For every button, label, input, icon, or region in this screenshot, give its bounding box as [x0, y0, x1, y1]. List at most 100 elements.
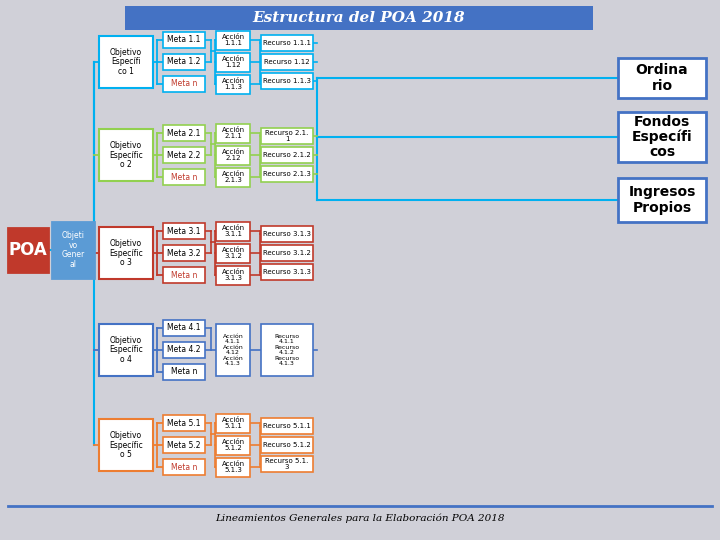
Text: Acción
3.1.1: Acción 3.1.1 — [222, 225, 245, 237]
FancyBboxPatch shape — [261, 54, 313, 70]
Text: Acción
5.1.2: Acción 5.1.2 — [222, 438, 245, 451]
FancyBboxPatch shape — [163, 342, 205, 358]
FancyBboxPatch shape — [261, 35, 313, 51]
Text: Acción
3.1.3: Acción 3.1.3 — [222, 269, 245, 281]
Text: Meta 4.1: Meta 4.1 — [167, 323, 201, 333]
FancyBboxPatch shape — [261, 226, 313, 242]
FancyBboxPatch shape — [261, 418, 313, 434]
FancyBboxPatch shape — [163, 437, 205, 453]
FancyBboxPatch shape — [261, 166, 313, 182]
FancyBboxPatch shape — [216, 244, 250, 262]
FancyBboxPatch shape — [163, 169, 205, 185]
Text: Meta n: Meta n — [171, 172, 197, 181]
Text: Objetivo
Específic
o 5: Objetivo Específic o 5 — [109, 431, 143, 459]
Text: Objeti
vo
Gener
al: Objeti vo Gener al — [61, 231, 85, 269]
Text: Recurso 5.1.1: Recurso 5.1.1 — [263, 423, 311, 429]
Text: Recurso 1.12: Recurso 1.12 — [264, 59, 310, 65]
FancyBboxPatch shape — [216, 124, 250, 143]
Text: Ingresos
Propios: Ingresos Propios — [629, 185, 696, 214]
FancyBboxPatch shape — [99, 129, 153, 181]
Text: Meta n: Meta n — [171, 79, 197, 89]
Text: Meta n: Meta n — [171, 368, 197, 376]
FancyBboxPatch shape — [261, 73, 313, 89]
FancyBboxPatch shape — [261, 264, 313, 280]
FancyBboxPatch shape — [125, 6, 593, 30]
Text: Recurso 1.1.1: Recurso 1.1.1 — [263, 40, 311, 46]
Text: Recurso 3.1.3: Recurso 3.1.3 — [263, 269, 311, 275]
FancyBboxPatch shape — [99, 36, 153, 88]
Text: Estructura del POA 2018: Estructura del POA 2018 — [253, 11, 465, 25]
Text: Meta 5.2: Meta 5.2 — [167, 441, 201, 449]
Text: Recurso 2.1.3: Recurso 2.1.3 — [263, 171, 311, 177]
FancyBboxPatch shape — [163, 245, 205, 261]
FancyBboxPatch shape — [216, 221, 250, 240]
FancyBboxPatch shape — [163, 54, 205, 70]
Text: Recurso 1.1.3: Recurso 1.1.3 — [263, 78, 311, 84]
FancyBboxPatch shape — [618, 112, 706, 162]
Text: Acción
3.1.2: Acción 3.1.2 — [222, 247, 245, 259]
FancyBboxPatch shape — [163, 459, 205, 475]
Text: Acción
1.12: Acción 1.12 — [222, 56, 245, 68]
Text: Objetivo
Específic
o 2: Objetivo Específic o 2 — [109, 141, 143, 169]
Text: Objetivo
Específic
o 3: Objetivo Específic o 3 — [109, 239, 143, 267]
FancyBboxPatch shape — [261, 456, 313, 472]
Text: Meta n: Meta n — [171, 271, 197, 280]
Text: Acción
5.1.3: Acción 5.1.3 — [222, 461, 245, 473]
FancyBboxPatch shape — [163, 320, 205, 336]
FancyBboxPatch shape — [216, 435, 250, 455]
FancyBboxPatch shape — [216, 75, 250, 93]
FancyBboxPatch shape — [216, 30, 250, 50]
Text: Ordina
rio: Ordina rio — [636, 63, 688, 92]
FancyBboxPatch shape — [216, 52, 250, 71]
Text: Recurso 5.1.2: Recurso 5.1.2 — [263, 442, 311, 448]
FancyBboxPatch shape — [163, 76, 205, 92]
FancyBboxPatch shape — [216, 167, 250, 186]
FancyBboxPatch shape — [618, 58, 706, 98]
Text: Recurso 2.1.2: Recurso 2.1.2 — [263, 152, 311, 158]
Text: Recurso
4.1.1
Recurso
4.1.2
Recurso
4.1.3: Recurso 4.1.1 Recurso 4.1.2 Recurso 4.1.… — [274, 334, 300, 366]
FancyBboxPatch shape — [261, 147, 313, 163]
Text: Acción
2.1.3: Acción 2.1.3 — [222, 171, 245, 183]
FancyBboxPatch shape — [261, 437, 313, 453]
FancyBboxPatch shape — [216, 414, 250, 433]
FancyBboxPatch shape — [216, 266, 250, 285]
Text: Acción
1.1.1: Acción 1.1.1 — [222, 33, 245, 46]
FancyBboxPatch shape — [99, 324, 153, 376]
Text: Meta 4.2: Meta 4.2 — [167, 346, 201, 354]
Text: Fondos
Específi
cos: Fondos Específi cos — [631, 114, 693, 159]
Text: Meta 3.1: Meta 3.1 — [167, 226, 201, 235]
FancyBboxPatch shape — [261, 245, 313, 261]
Text: Meta 2.1: Meta 2.1 — [167, 129, 201, 138]
FancyBboxPatch shape — [618, 178, 706, 222]
FancyBboxPatch shape — [163, 267, 205, 283]
FancyBboxPatch shape — [216, 457, 250, 476]
Text: Meta 1.1: Meta 1.1 — [167, 36, 201, 44]
FancyBboxPatch shape — [163, 415, 205, 431]
FancyBboxPatch shape — [163, 147, 205, 163]
FancyBboxPatch shape — [99, 227, 153, 279]
Text: POA: POA — [9, 241, 48, 259]
FancyBboxPatch shape — [163, 32, 205, 48]
FancyBboxPatch shape — [8, 228, 48, 272]
FancyBboxPatch shape — [163, 223, 205, 239]
Text: Recurso 3.1.2: Recurso 3.1.2 — [263, 250, 311, 256]
Text: Recurso 5.1.
3: Recurso 5.1. 3 — [265, 458, 309, 470]
FancyBboxPatch shape — [216, 145, 250, 165]
Text: Meta 1.2: Meta 1.2 — [167, 57, 201, 66]
Text: Recurso 3.1.3: Recurso 3.1.3 — [263, 231, 311, 237]
FancyBboxPatch shape — [261, 324, 313, 376]
Text: Meta 3.2: Meta 3.2 — [167, 248, 201, 258]
Text: Objetivo
Específic
o 4: Objetivo Específic o 4 — [109, 336, 143, 364]
Text: Lineamientos Generales para la Elaboración POA 2018: Lineamientos Generales para la Elaboraci… — [215, 513, 505, 523]
Text: Meta 5.1: Meta 5.1 — [167, 418, 201, 428]
Text: Acción
2.12: Acción 2.12 — [222, 148, 245, 161]
Text: Meta n: Meta n — [171, 462, 197, 471]
FancyBboxPatch shape — [261, 128, 313, 144]
FancyBboxPatch shape — [163, 364, 205, 380]
FancyBboxPatch shape — [216, 324, 250, 376]
Text: Recurso 2.1.
1: Recurso 2.1. 1 — [265, 130, 309, 142]
Text: Acción
1.1.3: Acción 1.1.3 — [222, 78, 245, 90]
Text: Acción
2.1.1: Acción 2.1.1 — [222, 127, 245, 139]
FancyBboxPatch shape — [163, 125, 205, 141]
Text: Objetivo
Específi
co 1: Objetivo Específi co 1 — [110, 48, 142, 76]
